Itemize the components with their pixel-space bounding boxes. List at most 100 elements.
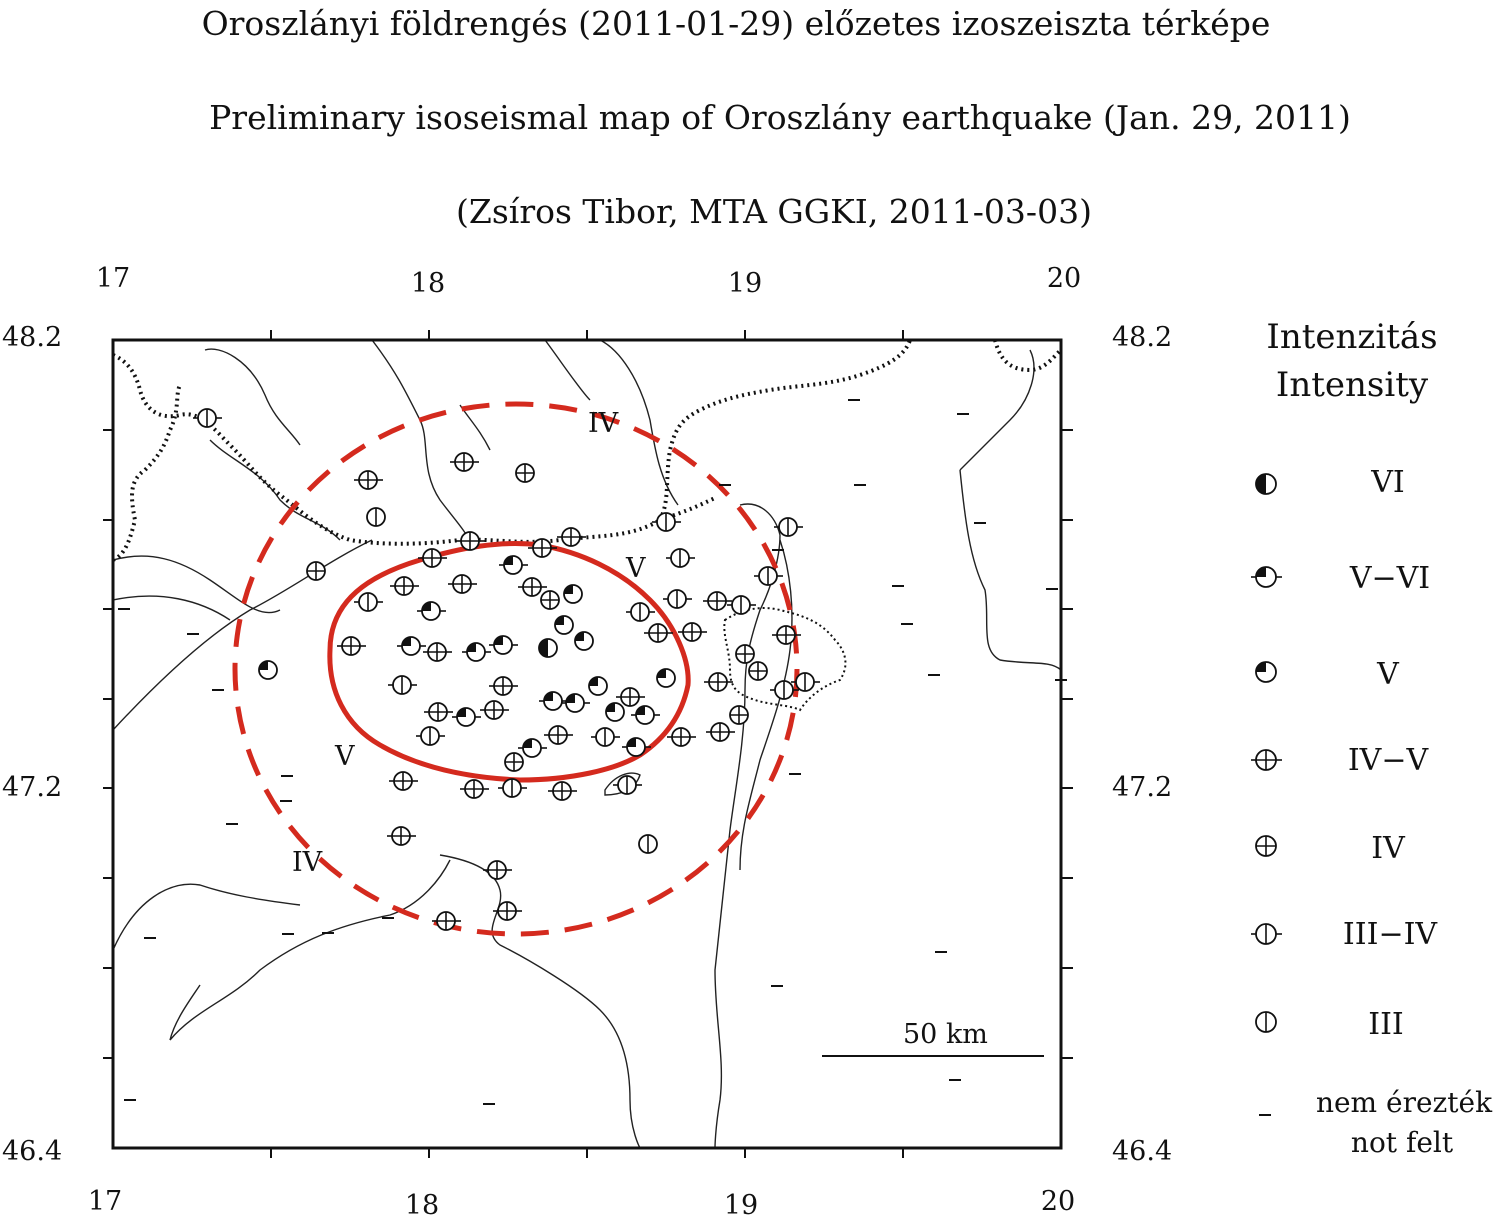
intensity-symbol-bar-dash xyxy=(791,672,820,692)
intensity-symbol-cross-dash xyxy=(667,727,696,747)
intensity-symbol-bar xyxy=(366,507,386,527)
intensity-symbol-cross-dash xyxy=(418,548,447,568)
lat-tick-left-47-2: 47.2 xyxy=(2,772,62,803)
title-credit: (Zsíros Tibor, MTA GGKI, 2011-03-03) xyxy=(456,192,1092,231)
title-hungarian: Oroszlányi földrengés (2011-01-29) előze… xyxy=(201,4,1271,43)
intensity-symbol-bar-dash xyxy=(754,566,783,586)
intensity-symbol-quarter xyxy=(554,615,574,635)
intensity-symbol-cross-dash xyxy=(528,538,557,558)
intensity-symbol-cross-dash xyxy=(616,687,645,707)
intensity-symbol-bar-dash xyxy=(666,548,695,568)
lon-tick-top-17: 17 xyxy=(96,263,130,294)
intensity-symbol-cross xyxy=(306,561,326,581)
intensity-symbol-bar-dash xyxy=(416,726,445,746)
intensity-symbol-quarter-dash xyxy=(631,705,660,725)
intensity-symbol-quarter-dash xyxy=(518,738,547,758)
lon-tick-bottom-19: 19 xyxy=(724,1190,758,1216)
intensity-symbol-half xyxy=(1255,473,1277,495)
intensity-symbol-quarter-dash xyxy=(489,635,518,655)
intensity-symbol-cross-dash xyxy=(423,642,452,662)
intensity-symbol-cross-dash xyxy=(432,911,461,931)
intensity-symbol-quarter-dash xyxy=(1251,566,1282,588)
intensity-symbol-cross-dash xyxy=(1251,749,1282,771)
intensity-symbol-cross xyxy=(515,463,535,483)
intensity-symbol-cross-dash xyxy=(456,531,485,551)
lon-tick-bottom-17: 17 xyxy=(88,1186,122,1216)
intensity-symbol-cross-dash xyxy=(424,702,453,722)
legend-label-iv: IV xyxy=(1371,831,1406,866)
intensity-symbol-cross-dash xyxy=(703,591,732,611)
intensity-symbol-cross-dash xyxy=(390,576,419,596)
intensity-symbol-bar xyxy=(638,834,658,854)
lon-tick-top-18: 18 xyxy=(411,268,445,299)
intensity-symbol-bar-dash xyxy=(388,675,417,695)
intensity-symbol-quarter xyxy=(605,702,625,722)
intensity-symbol-bar-dash xyxy=(770,680,799,700)
isoseismal-label-v-east: V xyxy=(625,553,646,584)
intensity-symbol-bar-dash xyxy=(652,512,681,532)
rivers xyxy=(113,340,1061,1148)
intensity-symbol-cross-dash xyxy=(518,577,547,597)
legend-label-iv-v: IV−V xyxy=(1348,743,1430,778)
isoseismal-iv-line xyxy=(232,401,800,937)
intensity-symbol-cross-dash xyxy=(493,901,522,921)
intensity-symbol-quarter xyxy=(656,668,676,688)
intensity-symbol-cross-dash xyxy=(460,779,489,799)
legend-label-iii-iv: III−IV xyxy=(1343,917,1439,952)
title-english: Preliminary isoseismal map of Oroszlány … xyxy=(209,98,1351,137)
legend-not-felt-en: not felt xyxy=(1351,1126,1454,1159)
lat-tick-left-46-4: 46.4 xyxy=(2,1136,62,1167)
intensity-symbol-cross-dash xyxy=(489,676,518,696)
lat-tick-right-48-2: 48.2 xyxy=(1112,322,1172,353)
legend-label-v-vi: V−VI xyxy=(1349,561,1430,596)
intensity-symbol-bar-dash xyxy=(1251,923,1282,945)
map-frame xyxy=(111,338,1063,1150)
intensity-symbol-bar-dash xyxy=(727,595,756,615)
intensity-symbol-cross-dash xyxy=(387,826,416,846)
legend-label-iii: III xyxy=(1368,1007,1404,1042)
intensity-symbol-quarter-dash xyxy=(462,642,491,662)
intensity-symbol-bar-dash xyxy=(613,775,642,795)
intensity-symbol-quarter-dash xyxy=(561,693,590,713)
intensity-symbol-cross-dash xyxy=(389,771,418,791)
intensity-symbol-cross-dash xyxy=(704,672,733,692)
tick-marks xyxy=(103,330,1073,1158)
intensity-symbol-cross xyxy=(729,705,749,725)
intensity-symbol-bar-dash xyxy=(354,592,383,612)
intensity-symbol-quarter-dash xyxy=(539,691,568,711)
isoseismal-label-iv-north: IV xyxy=(588,408,619,439)
lon-tick-top-20: 20 xyxy=(1047,263,1081,294)
intensity-symbol-cross xyxy=(748,661,768,681)
intensity-symbol-cross-dash xyxy=(483,860,512,880)
intensity-symbol-bar-dash xyxy=(774,517,803,537)
intensity-symbol-quarter-dash xyxy=(417,601,446,621)
intensity-symbol-cross-dash xyxy=(548,781,577,801)
intensity-symbol-cross-dash xyxy=(354,470,383,490)
lon-tick-top-19: 19 xyxy=(728,268,762,299)
lon-tick-bottom-20: 20 xyxy=(1041,1186,1075,1216)
scale-bar-label: 50 km xyxy=(903,1019,988,1050)
legend-title-hu: Intenzitás xyxy=(1266,317,1437,357)
legend-label-vi: VI xyxy=(1370,465,1405,500)
intensity-symbol-cross-dash xyxy=(772,625,801,645)
intensity-symbol-quarter xyxy=(563,584,583,604)
intensity-symbol-cross-dash xyxy=(544,725,573,745)
legend-label-v: V xyxy=(1376,657,1400,692)
intensity-symbol-cross xyxy=(1255,835,1277,857)
intensity-symbol-bar-dash xyxy=(193,408,222,428)
intensity-symbol-cross-dash xyxy=(644,623,673,643)
intensity-symbol-cross-dash xyxy=(557,527,586,547)
intensity-symbol-quarter-dash xyxy=(452,707,481,727)
intensity-symbol-cross xyxy=(504,752,524,772)
intensity-symbol-bar xyxy=(1255,1011,1277,1033)
lat-tick-left-48-2: 48.2 xyxy=(2,322,62,353)
isoseismal-label-iv-south: IV xyxy=(292,847,323,878)
isoseismal-label-v-west: V xyxy=(334,741,355,772)
intensity-symbol-cross-dash xyxy=(678,622,707,642)
legend-symbols xyxy=(1251,473,1282,1033)
intensity-symbol-quarter xyxy=(1255,661,1277,683)
intensity-symbol-cross-dash xyxy=(706,722,735,742)
lat-tick-right-46-4: 46.4 xyxy=(1112,1136,1172,1167)
intensity-symbol-quarter-dash xyxy=(622,737,651,757)
